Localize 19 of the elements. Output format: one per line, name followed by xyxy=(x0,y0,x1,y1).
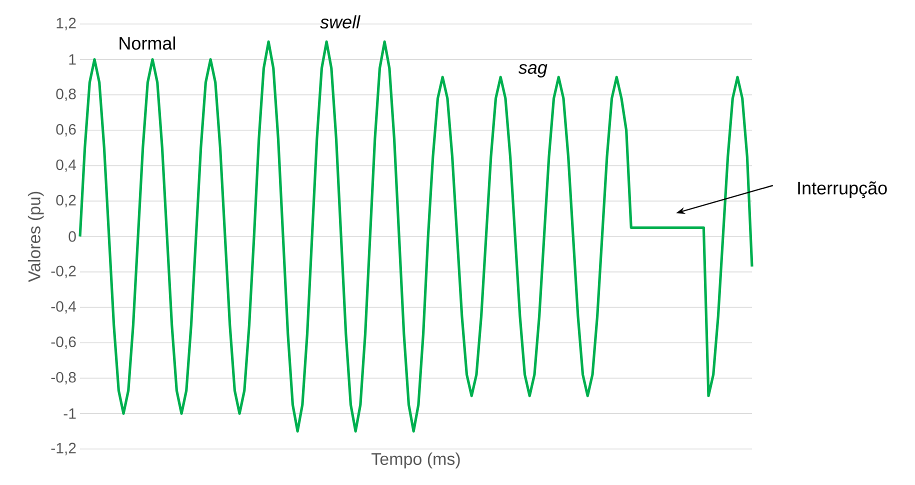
x-axis-title: Tempo (ms) xyxy=(372,452,460,468)
y-tick-label: 1 xyxy=(69,54,76,65)
y-tick-label: -0,2 xyxy=(51,266,76,278)
annotation: swell xyxy=(320,15,360,28)
y-tick-label: 0,4 xyxy=(56,159,76,172)
y-tick-label: -1,2 xyxy=(51,442,76,456)
y-tick-label: -0,4 xyxy=(51,301,76,314)
y-tick-label: -0,6 xyxy=(51,336,76,349)
y-tick-label: 0,2 xyxy=(56,194,76,208)
y-tick-label: 1,2 xyxy=(56,18,76,30)
y-tick-label: -0,8 xyxy=(51,372,76,384)
y-tick-label: 0 xyxy=(68,231,76,242)
annotation: Normal xyxy=(120,36,175,50)
annotation: sag xyxy=(518,64,548,78)
y-tick-label: 0,8 xyxy=(56,88,76,102)
text: Interrupção xyxy=(798,181,887,198)
y-tick-label: -1 xyxy=(64,408,76,419)
y-tick-label: 0,6 xyxy=(56,124,76,136)
y-axis-title: Valores (pu) xyxy=(28,192,44,282)
